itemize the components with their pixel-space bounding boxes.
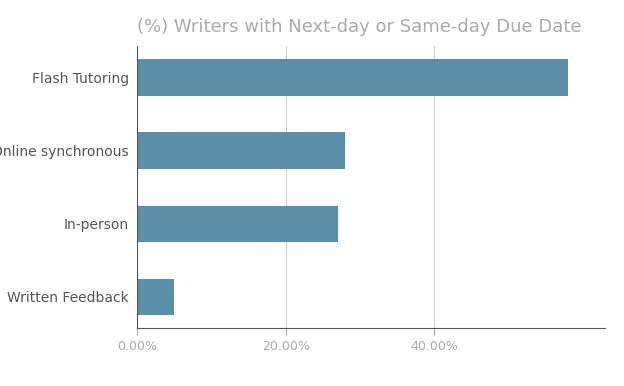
Text: (%) Writers with Next-day or Same-day Due Date: (%) Writers with Next-day or Same-day Du…: [137, 19, 582, 36]
Bar: [137, 132, 345, 169]
Bar: [137, 205, 338, 242]
Bar: [137, 59, 568, 96]
Bar: [137, 279, 175, 315]
